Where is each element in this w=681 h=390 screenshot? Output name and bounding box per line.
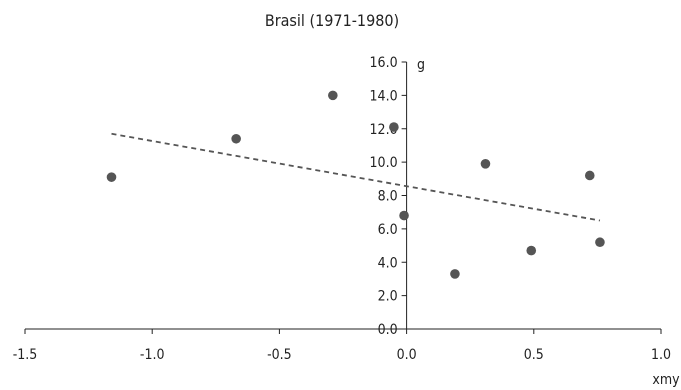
y-tick-label: 4.0: [378, 255, 398, 271]
x-tick-label: -1.0: [140, 347, 165, 363]
y-tick-label: 2.0: [378, 289, 398, 305]
x-tick-label: -0.5: [267, 347, 292, 363]
data-point: [584, 170, 595, 181]
axes: -1.5 -1.0 -0.5 0.0 0.5 1.0 0.0 2.0 4.0 6.0 8.0 10.0…: [13, 55, 671, 363]
data-point: [106, 172, 117, 182]
y-tick-label: 16.0: [370, 55, 398, 71]
data-point: [480, 158, 491, 169]
y-tick-label: 10.0: [370, 155, 398, 171]
data-point: [231, 133, 241, 144]
data-point: [450, 269, 460, 279]
data-point: [595, 237, 605, 248]
data-point: [389, 122, 399, 132]
y-tick-label: 8.0: [378, 189, 398, 205]
data-point: [328, 90, 338, 101]
y-tick-label: 14.0: [370, 88, 398, 104]
x-tick-label: 0.5: [524, 347, 544, 363]
y-axis-label: g: [417, 57, 425, 73]
chart-title: Brasil (1971-1980): [265, 11, 399, 30]
x-axis-label: xmy: [652, 372, 680, 388]
y-tick-label: 0.0: [378, 322, 398, 338]
x-tick-label: -1.5: [13, 347, 38, 363]
data-point: [526, 245, 537, 256]
x-tick-label: 0.0: [397, 347, 417, 363]
trendline: [111, 132, 601, 222]
x-tick-label: 1.0: [651, 347, 671, 363]
data-point: [399, 210, 409, 221]
data-points: [106, 90, 605, 279]
y-tick-label: 6.0: [378, 222, 398, 238]
trendline-group: [111, 132, 601, 222]
